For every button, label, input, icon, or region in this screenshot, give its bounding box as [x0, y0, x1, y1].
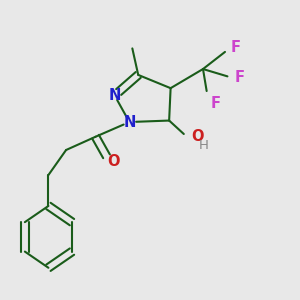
Text: O: O [191, 129, 204, 144]
Text: N: N [109, 88, 121, 103]
Text: F: F [235, 70, 245, 86]
Text: F: F [210, 96, 220, 111]
Text: N: N [123, 115, 136, 130]
Text: F: F [231, 40, 241, 55]
Text: O: O [107, 154, 119, 169]
Text: H: H [199, 139, 208, 152]
